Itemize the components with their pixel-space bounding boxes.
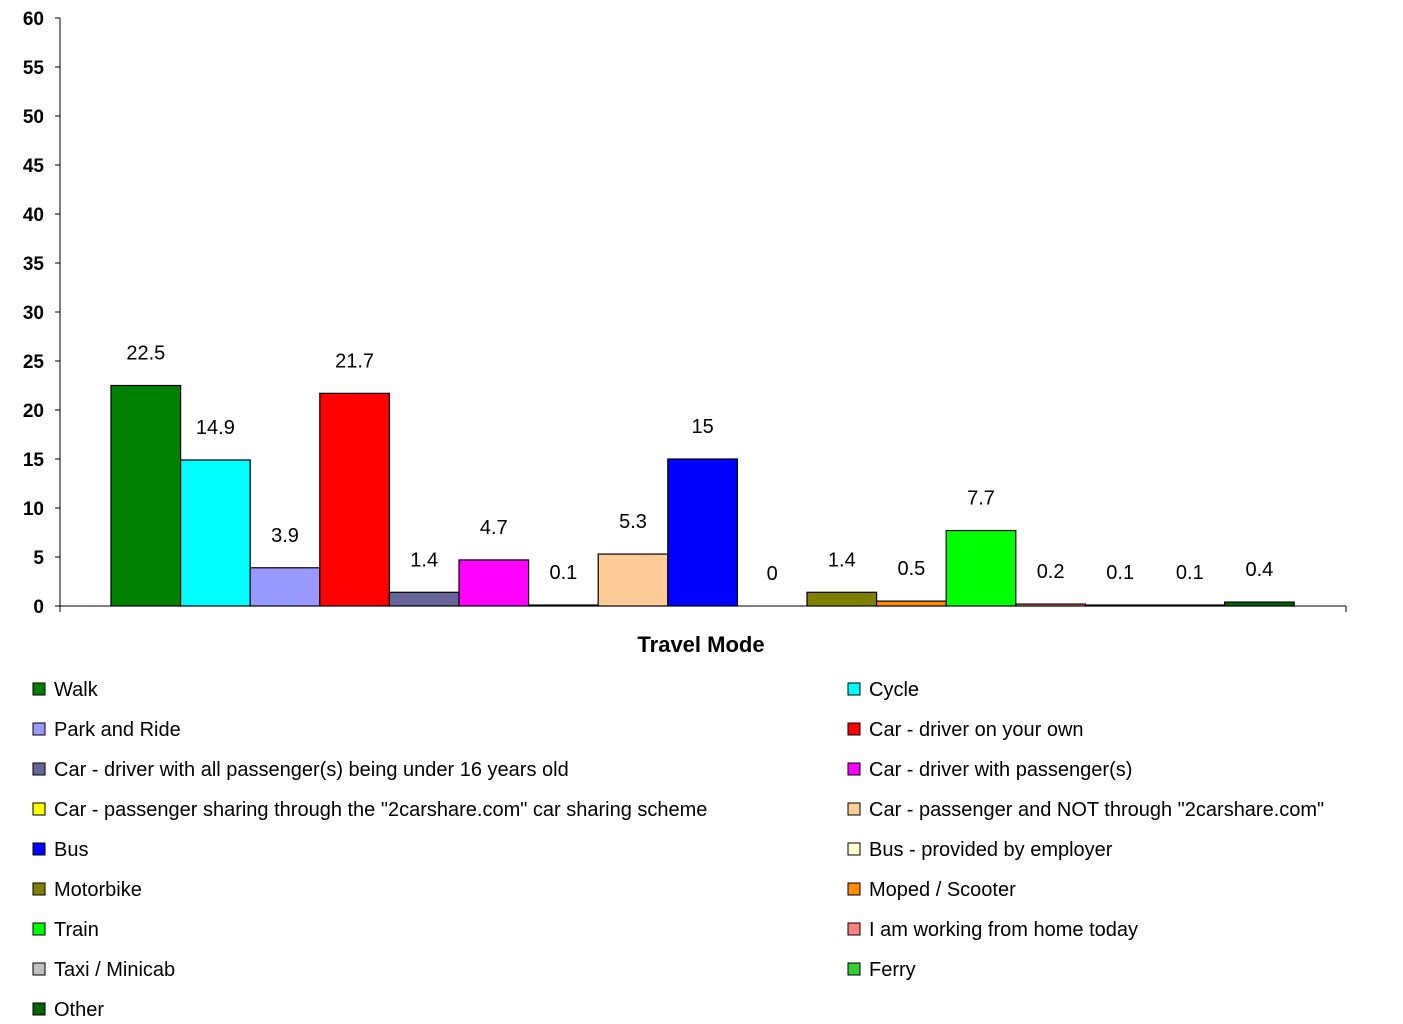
bar-12 bbox=[945, 529, 1017, 607]
bar-10 bbox=[806, 591, 878, 607]
data-label-11: 0.5 bbox=[897, 558, 925, 580]
legend-swatch-15 bbox=[847, 962, 861, 976]
legend-swatch-12 bbox=[32, 922, 46, 936]
legend-swatch-0 bbox=[32, 682, 46, 696]
legend-swatch-16 bbox=[32, 1002, 46, 1016]
legend-label-13: I am working from home today bbox=[869, 919, 1138, 941]
y-tick-label: 60 bbox=[23, 9, 44, 30]
legend-swatch-1 bbox=[847, 682, 861, 696]
legend-swatch-11 bbox=[847, 882, 861, 896]
data-labels-group: 22.5 14.9 3.9 21.7 1.4 4.7 0.1 5.3 15 0 1.4 0.5 7.7 0… bbox=[126, 343, 1273, 586]
legend-label-8: Bus bbox=[54, 839, 88, 861]
bar-5 bbox=[458, 559, 530, 607]
legend-label-4: Car - driver with all passenger(s) being… bbox=[54, 759, 569, 781]
y-tick-label: 10 bbox=[23, 499, 44, 520]
legend-label-6: Car - passenger sharing through the "2ca… bbox=[54, 799, 707, 821]
y-tick-label: 55 bbox=[23, 58, 45, 79]
data-label-0: 22.5 bbox=[126, 343, 165, 365]
legend-label-12: Train bbox=[54, 919, 99, 941]
y-tick-label: 40 bbox=[23, 205, 44, 226]
legend: Walk Cycle Park and Ride Car - driver on yo… bbox=[32, 679, 1324, 1021]
y-tick-label: 15 bbox=[23, 450, 45, 471]
data-label-16: 0.4 bbox=[1245, 559, 1273, 581]
legend-swatch-6 bbox=[32, 802, 46, 816]
bar-1 bbox=[180, 459, 251, 607]
data-label-6: 0.1 bbox=[549, 562, 577, 584]
legend-swatch-13 bbox=[847, 922, 861, 936]
data-label-13: 0.2 bbox=[1037, 561, 1065, 583]
y-tick-label: 25 bbox=[23, 352, 45, 373]
legend-label-11: Moped / Scooter bbox=[869, 879, 1016, 901]
legend-swatch-2 bbox=[32, 722, 46, 736]
y-tick-label: 20 bbox=[23, 401, 44, 422]
y-axis: 0 5 10 15 20 25 30 35 40 45 50 55 60 bbox=[23, 9, 61, 618]
legend-swatch-9 bbox=[847, 842, 861, 856]
legend-swatch-4 bbox=[32, 762, 46, 776]
bar-7 bbox=[597, 553, 669, 607]
legend-label-5: Car - driver with passenger(s) bbox=[869, 759, 1132, 781]
data-label-14: 0.1 bbox=[1106, 562, 1134, 584]
bar-2 bbox=[249, 567, 321, 607]
data-label-8: 15 bbox=[691, 416, 713, 438]
legend-swatch-3 bbox=[847, 722, 861, 736]
legend-label-1: Cycle bbox=[869, 679, 919, 701]
data-label-2: 3.9 bbox=[271, 525, 299, 547]
y-tick-label: 30 bbox=[23, 303, 44, 324]
legend-label-9: Bus - provided by employer bbox=[869, 839, 1113, 861]
bar-0 bbox=[110, 384, 182, 607]
y-tick-label: 50 bbox=[23, 107, 44, 128]
legend-swatch-14 bbox=[32, 962, 46, 976]
data-label-12: 7.7 bbox=[967, 488, 995, 510]
bar-8 bbox=[667, 458, 738, 607]
legend-swatch-10 bbox=[32, 882, 46, 896]
data-label-1: 14.9 bbox=[196, 417, 235, 439]
legend-label-3: Car - driver on your own bbox=[869, 719, 1084, 741]
y-tick-label: 5 bbox=[33, 548, 44, 569]
legend-label-10: Motorbike bbox=[54, 879, 142, 901]
legend-swatch-7 bbox=[847, 802, 861, 816]
legend-label-2: Park and Ride bbox=[54, 719, 181, 741]
bars-group bbox=[110, 384, 1295, 607]
legend-label-0: Walk bbox=[54, 679, 99, 701]
legend-label-7: Car - passenger and NOT through "2carsha… bbox=[869, 799, 1324, 821]
bar-11 bbox=[875, 600, 947, 607]
x-axis bbox=[59, 605, 1347, 612]
data-label-4: 1.4 bbox=[410, 549, 438, 571]
legend-label-14: Taxi / Minicab bbox=[54, 959, 175, 981]
data-label-10: 1.4 bbox=[828, 549, 856, 571]
data-label-5: 4.7 bbox=[480, 517, 508, 539]
legend-label-15: Ferry bbox=[869, 959, 916, 981]
y-tick-label: 45 bbox=[23, 156, 45, 177]
y-tick-label: 35 bbox=[23, 254, 45, 275]
bar-16 bbox=[1223, 601, 1295, 607]
data-label-3: 21.7 bbox=[335, 350, 374, 372]
bar-3 bbox=[319, 392, 390, 607]
x-axis-title: Travel Mode bbox=[637, 632, 764, 657]
legend-swatch-5 bbox=[847, 762, 861, 776]
data-label-7: 5.3 bbox=[619, 511, 647, 533]
bar-4 bbox=[388, 591, 460, 607]
data-label-9: 0 bbox=[767, 563, 778, 585]
legend-label-16: Other bbox=[54, 999, 104, 1019]
legend-swatch-8 bbox=[32, 842, 46, 856]
data-label-15: 0.1 bbox=[1176, 562, 1204, 584]
y-tick-label: 0 bbox=[33, 597, 44, 618]
